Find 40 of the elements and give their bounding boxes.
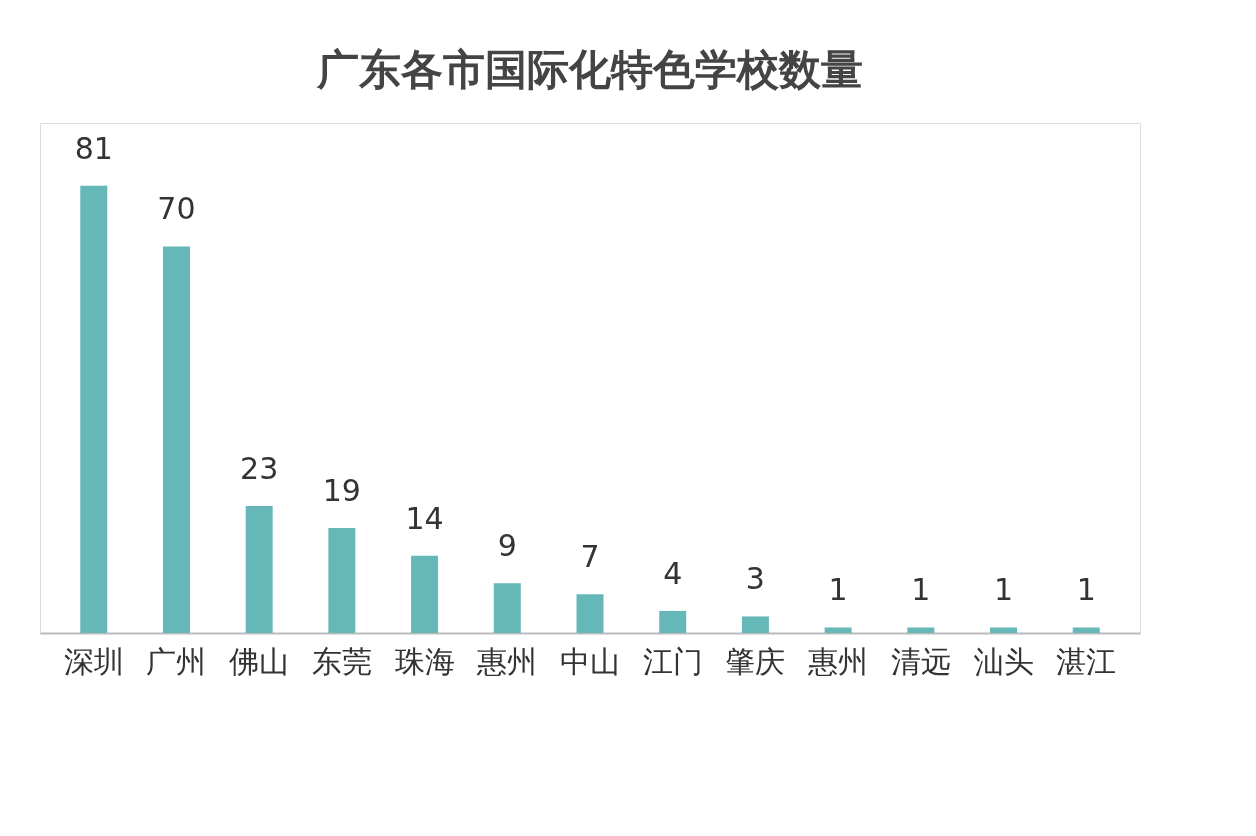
bar bbox=[80, 185, 108, 633]
data-label: 1 bbox=[828, 572, 848, 608]
bar bbox=[824, 627, 852, 633]
data-label: 1 bbox=[1076, 572, 1096, 608]
data-label: 9 bbox=[497, 528, 517, 564]
x-tick-label: 肇庆 bbox=[725, 643, 786, 679]
data-label: 23 bbox=[240, 450, 279, 486]
bar bbox=[411, 555, 439, 633]
bar bbox=[328, 528, 356, 633]
bar bbox=[741, 616, 769, 633]
x-tick-label: 惠州 bbox=[476, 643, 538, 679]
bar bbox=[576, 594, 604, 633]
x-tick-label: 深圳 bbox=[63, 643, 124, 679]
data-label: 1 bbox=[911, 572, 931, 608]
data-label: 4 bbox=[663, 555, 683, 591]
data-label: 70 bbox=[157, 191, 196, 227]
x-tick-label: 珠海 bbox=[394, 643, 455, 679]
x-tick-label: 江门 bbox=[642, 643, 703, 679]
x-tick-label: 惠州 bbox=[807, 643, 869, 679]
x-tick-label: 佛山 bbox=[229, 643, 290, 679]
x-tick-label: 东莞 bbox=[311, 643, 372, 679]
data-label: 1 bbox=[993, 572, 1014, 608]
x-tick-label: 清远 bbox=[890, 643, 951, 679]
bar bbox=[245, 505, 273, 633]
bar bbox=[162, 246, 190, 633]
x-tick-label: 广州 bbox=[146, 643, 207, 679]
chart-title: 广东各市国际化特色学校数量 bbox=[316, 45, 863, 94]
x-tick-label: 汕头 bbox=[973, 643, 1034, 679]
bar bbox=[990, 627, 1018, 633]
data-label: 7 bbox=[580, 539, 600, 575]
bar bbox=[907, 627, 935, 633]
data-label: 81 bbox=[74, 130, 113, 166]
data-label: 3 bbox=[745, 561, 765, 597]
bar bbox=[1072, 627, 1100, 633]
x-tick-label: 中山 bbox=[560, 643, 620, 679]
data-label: 19 bbox=[322, 473, 361, 509]
bar bbox=[659, 610, 687, 633]
x-tick-label: 湛江 bbox=[1056, 643, 1117, 679]
data-label: 14 bbox=[405, 500, 444, 536]
bar bbox=[493, 583, 521, 633]
